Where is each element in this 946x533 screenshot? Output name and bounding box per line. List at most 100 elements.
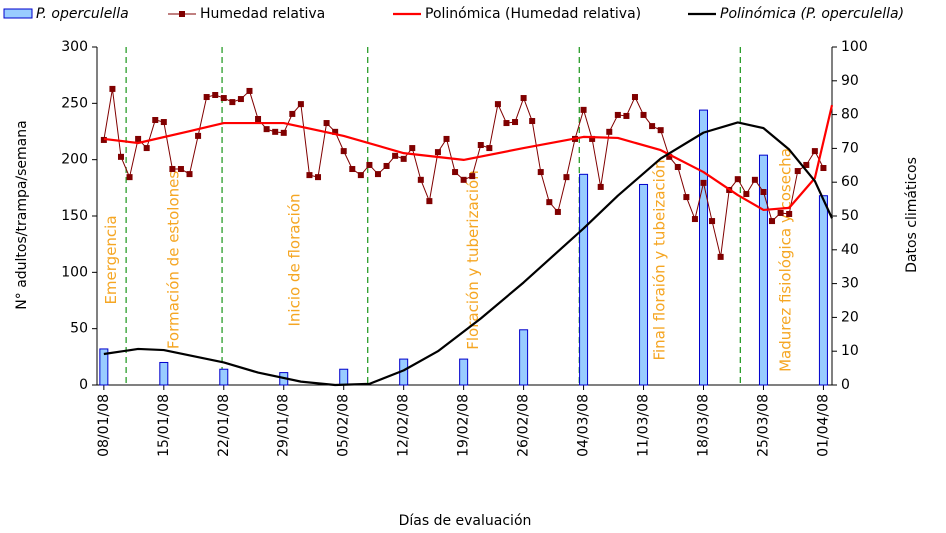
x-tick-label: 11/03/08 [636,394,652,457]
marker [169,166,176,173]
bar [459,358,469,386]
marker [794,168,801,175]
marker [503,120,510,127]
phase-label: Floración y tuberización [464,170,482,349]
marker [469,173,476,180]
marker [777,209,784,216]
marker [751,176,758,183]
x-tick-label: 18/03/08 [696,394,712,457]
marker [563,174,570,181]
marker [392,152,399,159]
marker [289,110,296,117]
marker [272,128,279,135]
phase-label: Final floraión y tubeización [650,159,668,360]
y2-tick-label: 60 [841,174,859,190]
marker [409,145,416,152]
marker [357,172,364,179]
y2-tick-label: 70 [841,140,859,156]
phase-label: Madurez fisiológica y cosecha [777,148,795,372]
x-tick-label: 19/02/08 [456,394,472,457]
x-tick-label: 08/01/08 [96,394,112,457]
marker [229,99,236,106]
marker [297,101,304,108]
marker [443,135,450,142]
marker [340,148,347,155]
marker [332,128,339,135]
trend-line [103,121,833,387]
marker [323,120,330,127]
marker [623,112,630,119]
marker [383,162,390,169]
marker [529,118,536,125]
marker [117,153,124,160]
marker [631,94,638,101]
y-tick-label: 100 [61,264,88,280]
marker [657,127,664,134]
marker [434,149,441,156]
y-tick-label: 50 [70,321,88,337]
bar [639,183,649,386]
legend-marker [179,11,185,17]
marker [700,179,707,186]
marker [520,95,527,102]
bar [339,368,349,386]
marker [349,166,356,173]
trend-line [103,104,834,212]
legend-label: Humedad relativa [200,6,325,22]
marker [195,132,202,139]
marker [614,111,621,118]
legend-label: Polinómica (P. operculella) [720,6,904,22]
bar [818,195,828,386]
marker [417,176,424,183]
marker [649,123,656,130]
marker [152,117,159,124]
marker [426,198,433,205]
bar [219,368,229,386]
marker [589,135,596,142]
marker [452,169,459,176]
y2-tick-label: 30 [841,276,859,292]
marker [246,87,253,94]
marker [186,171,193,178]
marker [237,96,244,103]
marker [366,161,373,168]
marker [811,148,818,155]
y2-axis-label: Datos climáticos [904,157,920,273]
y-axis-label: N° adultos/trampa/semana [14,120,30,309]
bar [699,109,709,386]
marker [306,172,313,179]
x-tick-label: 22/01/08 [216,394,232,457]
marker [717,253,724,260]
phase-label: Inicio de floración [285,193,303,326]
x-axis-label: Días de evaluación [399,513,532,529]
marker [460,176,467,183]
marker [580,106,587,113]
marker [803,161,810,168]
marker [786,210,793,217]
y2-tick-label: 20 [841,309,859,325]
bar [519,329,529,386]
marker [743,191,750,198]
marker [683,194,690,201]
x-tick-label: 26/02/08 [516,394,532,457]
marker [160,119,167,126]
phase-label: Formación de estolones [165,171,183,350]
marker [126,174,133,181]
marker [494,101,501,108]
x-tick-label: 12/02/08 [396,394,412,457]
marker [374,171,381,178]
marker [109,85,116,92]
legend-swatch [3,8,33,19]
x-tick-label: 05/02/08 [336,394,352,457]
y2-tick-label: 90 [841,73,859,89]
marker [760,189,767,196]
y-tick-label: 0 [79,377,88,393]
y2-tick-label: 50 [841,208,859,224]
y2-tick-label: 0 [841,377,850,393]
marker [512,119,519,126]
marker [255,115,262,122]
marker [666,153,673,160]
x-tick-label: 04/03/08 [576,394,592,457]
marker [820,165,827,172]
